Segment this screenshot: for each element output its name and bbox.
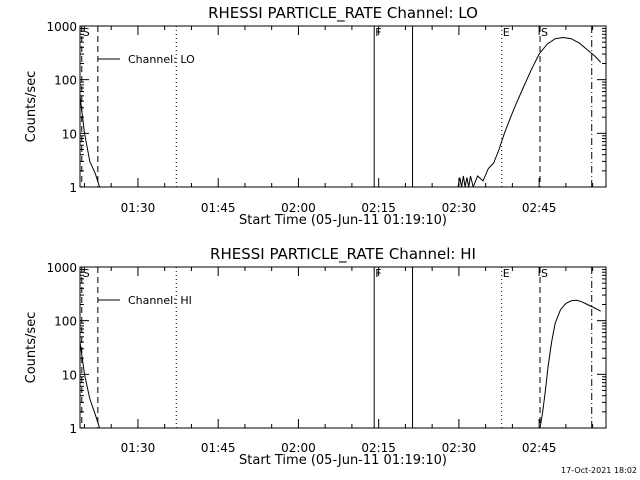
y-tick-label: 1000 [46,20,77,34]
series-line [80,341,101,428]
series-group [80,36,602,187]
series-line [80,95,101,187]
event-marker-label: E [503,26,510,39]
x-tick-label: 02:45 [522,201,557,215]
event-marker-label: F [375,26,381,39]
y-tick-label: 10 [62,127,77,141]
y-tick-label: 100 [54,315,77,329]
event-marker-label: E [503,267,510,280]
x-tick-label: 02:30 [442,201,477,215]
y-tick-label: 1000 [46,261,77,275]
event-marker-label: S [83,267,90,280]
x-tick-label: 02:00 [281,201,316,215]
x-axis-label: Start Time (05-Jun-11 01:19:10) [239,213,447,228]
x-axis-label: Start Time (05-Jun-11 01:19:10) [239,453,447,468]
x-tick-label: 02:45 [522,441,557,455]
series-group [80,299,601,428]
y-axis-label: Counts/sec [24,312,39,384]
event-marker-label: S [541,267,548,280]
series-line [539,299,601,428]
chart-title: RHESSI PARTICLE_RATE Channel: HI [210,245,476,264]
legend-label: Channel: HI [128,294,192,307]
event-marker-label: S [83,26,90,39]
x-tick-label: 01:30 [121,201,156,215]
event-marker-label: S [541,26,548,39]
y-tick-label: 1 [69,422,77,436]
chart-panel-1: RHESSI PARTICLE_RATE Channel: LO 1 10 100 10… [24,4,607,228]
plot-frame [79,266,607,429]
chart-title: RHESSI PARTICLE_RATE Channel: LO [208,4,478,23]
y-tick-label: 1 [69,181,77,195]
x-tick-label: 02:00 [281,441,316,455]
x-tick-label: 02:30 [442,441,477,455]
y-tick-label: 100 [54,74,77,88]
x-tick-label: 02:15 [361,441,396,455]
x-tick-label: 02:15 [361,201,396,215]
y-axis-label: Counts/sec [24,71,39,143]
series-line [457,36,602,187]
y-tick-label: 10 [62,368,77,382]
x-tick-label: 01:30 [121,441,156,455]
legend-label: Channel: LO [128,53,195,66]
x-tick-label: 01:45 [201,201,236,215]
x-tick-label: 01:45 [201,441,236,455]
event-marker-label: F [375,267,381,280]
chart-panel-2: RHESSI PARTICLE_RATE Channel: HI 1 10 100 10… [24,245,607,468]
plot-frame [79,25,607,188]
footer-timestamp: 17-Oct-2021 18:02 [561,466,637,475]
